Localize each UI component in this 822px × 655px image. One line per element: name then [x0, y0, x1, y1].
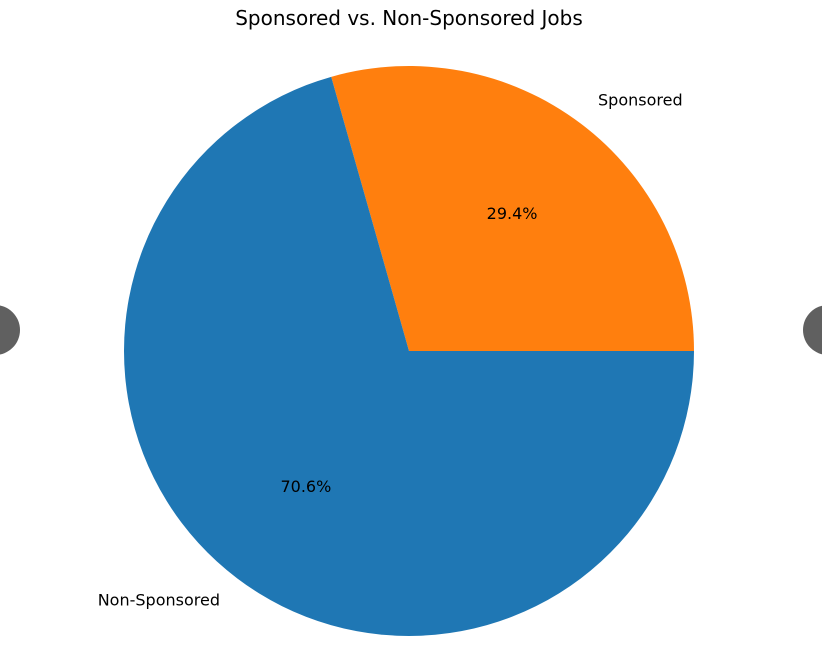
slice-label-non-sponsored: Non-Sponsored — [98, 591, 220, 610]
slice-percent-sponsored: 29.4% — [487, 204, 538, 223]
pie-slice-sponsored — [331, 66, 694, 351]
carousel-next-button[interactable] — [803, 305, 822, 355]
slice-label-sponsored: Sponsored — [598, 90, 683, 109]
carousel-prev-button[interactable] — [0, 305, 20, 355]
pie-slice-non-sponsored — [123, 76, 694, 636]
chart-title: Sponsored vs. Non-Sponsored Jobs — [235, 6, 583, 30]
pie-labels: Sponsored 29.4% Non-Sponsored 70.6% — [98, 90, 683, 609]
slice-percent-non-sponsored: 70.6% — [280, 477, 331, 496]
pie-slices — [123, 66, 694, 636]
